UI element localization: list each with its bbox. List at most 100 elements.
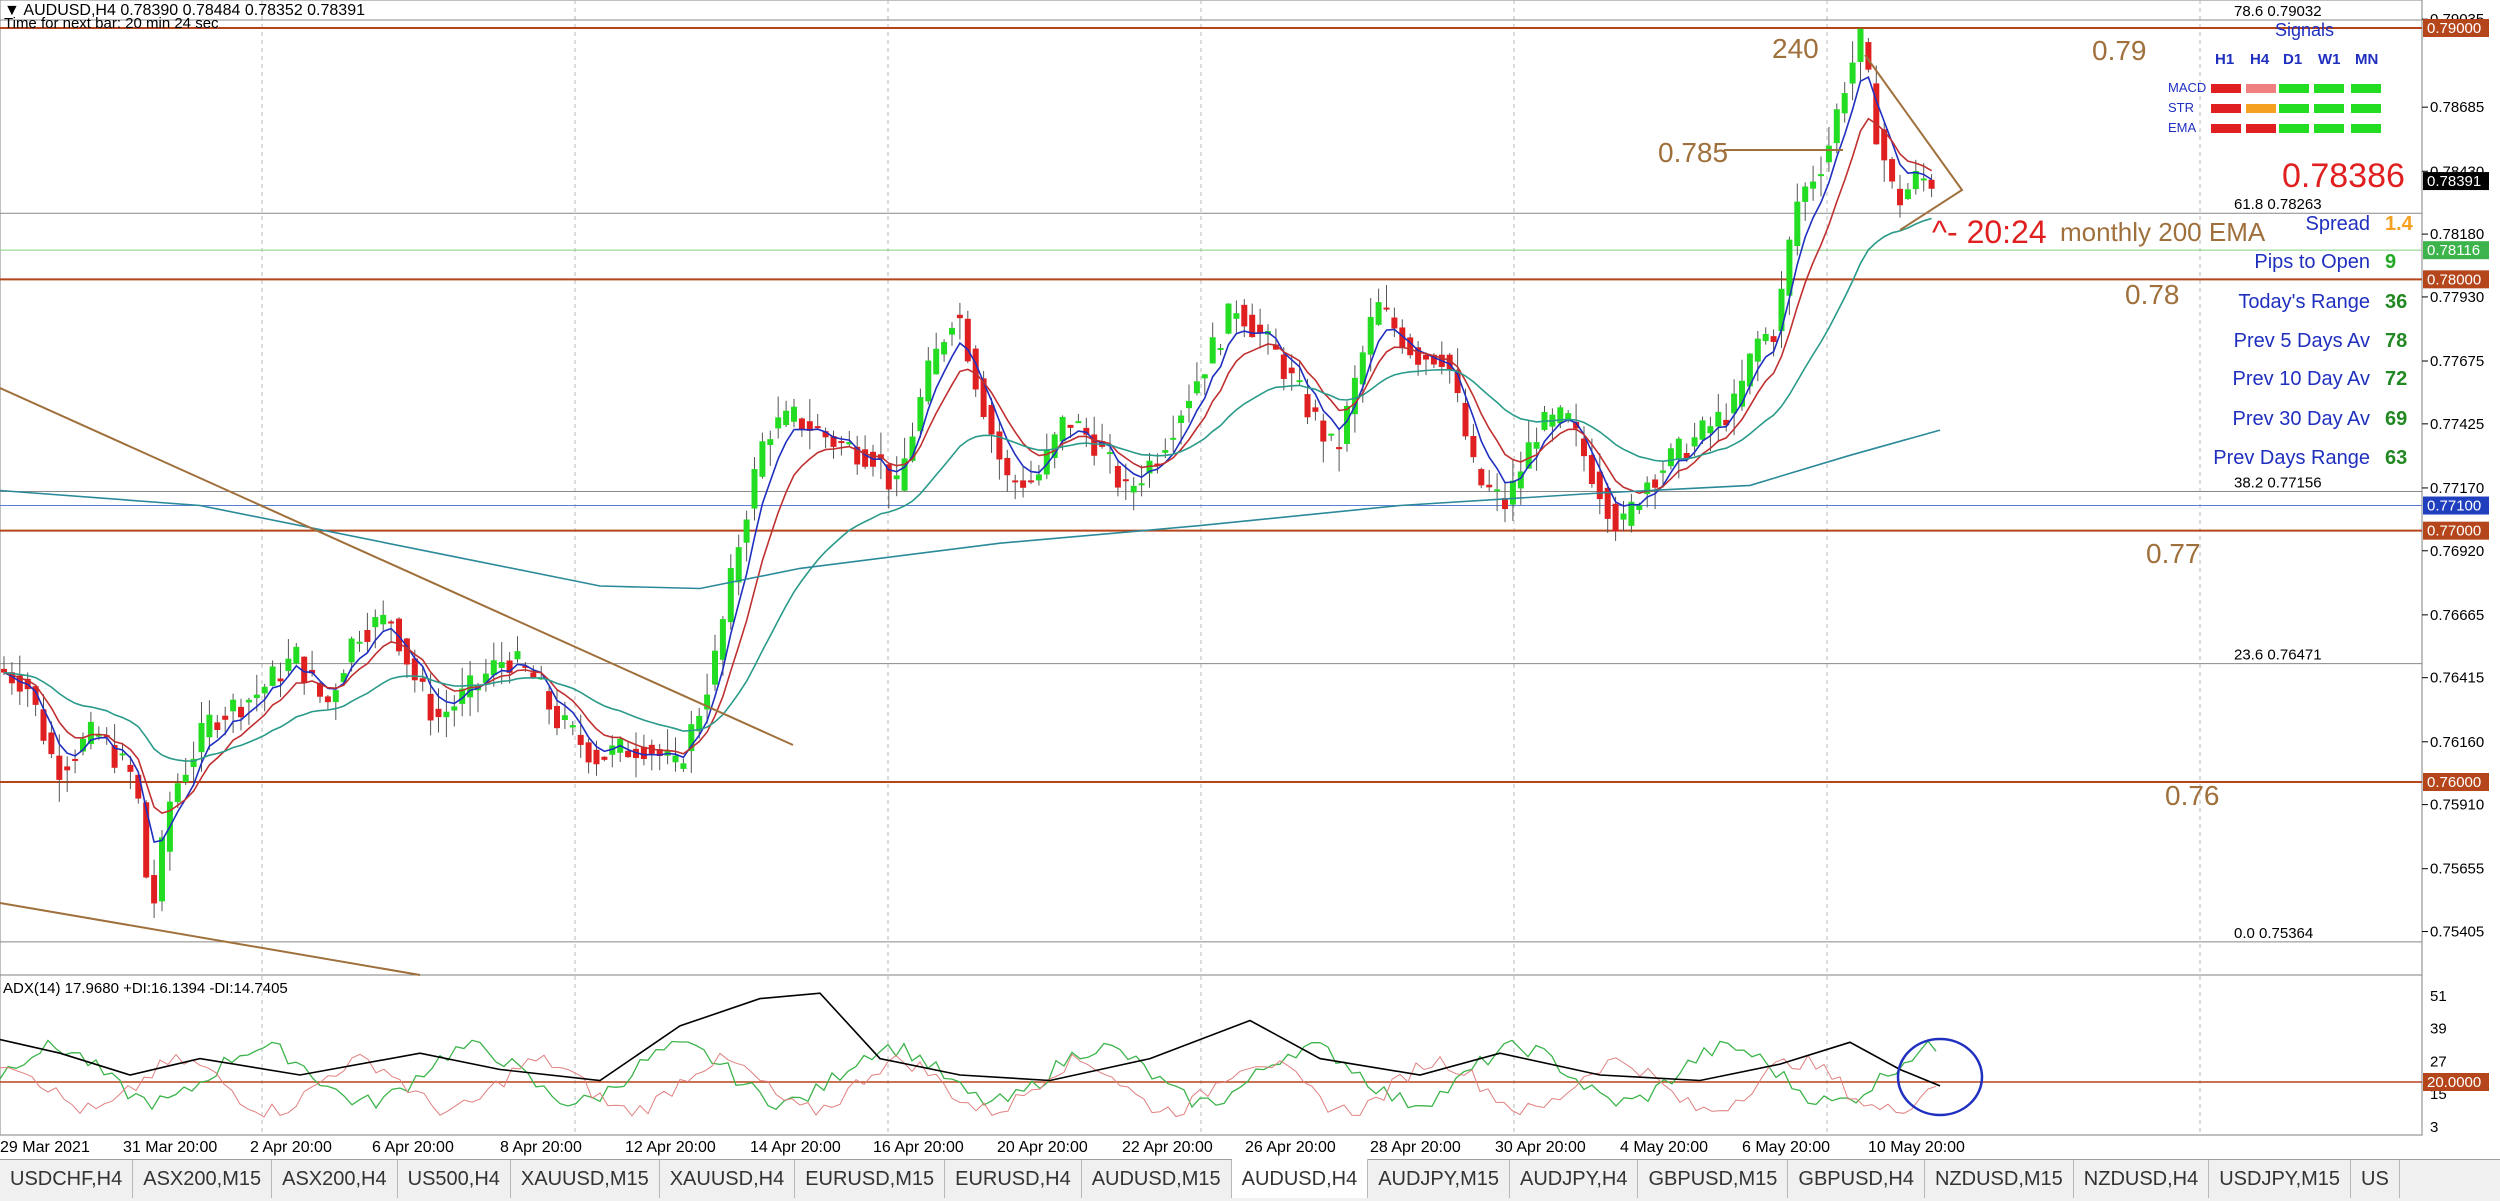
collapse-triangle-icon[interactable]: ▼ bbox=[4, 2, 20, 19]
candle bbox=[214, 715, 221, 739]
candle bbox=[8, 662, 15, 695]
candle bbox=[1786, 236, 1793, 316]
candle bbox=[1146, 452, 1153, 488]
tab-nzdusd-m15[interactable]: NZDUSD,M15 bbox=[1925, 1160, 2074, 1198]
candle bbox=[980, 370, 987, 420]
candle bbox=[822, 427, 829, 449]
candle bbox=[1012, 474, 1019, 500]
tab-asx200-h4[interactable]: ASX200,H4 bbox=[272, 1160, 398, 1198]
svg-text:Pips to Open: Pips to Open bbox=[2254, 251, 2370, 273]
candle bbox=[1833, 103, 1840, 154]
candle bbox=[862, 435, 869, 470]
tab-audusd-h4[interactable]: AUDUSD,H4 bbox=[1231, 1158, 1369, 1198]
tab-us[interactable]: US bbox=[2351, 1160, 2400, 1198]
tab-usdjpy-m15[interactable]: USDJPY,M15 bbox=[2209, 1160, 2352, 1198]
candle bbox=[135, 771, 142, 804]
time-tick-label: 22 Apr 20:00 bbox=[1122, 1139, 1213, 1156]
price-tick-label: 0.75405 bbox=[2430, 924, 2484, 941]
candle bbox=[1107, 434, 1113, 474]
candle bbox=[206, 700, 213, 750]
price-tick-label: 0.76160 bbox=[2430, 734, 2484, 751]
tab-us500-h4[interactable]: US500,H4 bbox=[398, 1160, 511, 1198]
time-tick-label: 14 Apr 20:00 bbox=[750, 1139, 841, 1156]
candle bbox=[1502, 483, 1508, 523]
downtrend-line bbox=[0, 387, 794, 746]
candle bbox=[1312, 399, 1319, 421]
candle bbox=[514, 636, 521, 663]
candle bbox=[1122, 463, 1129, 501]
price-tick-label: 0.76665 bbox=[2430, 607, 2484, 624]
time-tick-label: 29 Mar 2021 bbox=[0, 1139, 90, 1156]
candle bbox=[482, 658, 489, 692]
svg-text:0.76000: 0.76000 bbox=[2427, 774, 2481, 791]
candle bbox=[1873, 65, 1880, 145]
candle bbox=[1130, 477, 1137, 511]
tab-xauusd-h4[interactable]: XAUUSD,H4 bbox=[660, 1160, 796, 1198]
candle bbox=[506, 652, 513, 684]
candle bbox=[1004, 449, 1011, 492]
ema-200-line bbox=[0, 429, 1941, 590]
svg-text:W1: W1 bbox=[2318, 51, 2341, 68]
time-tick-label: 4 May 20:00 bbox=[1620, 1139, 1708, 1156]
candle bbox=[988, 397, 995, 453]
svg-text:9: 9 bbox=[2385, 251, 2396, 273]
tab-asx200-m15[interactable]: ASX200,M15 bbox=[133, 1160, 273, 1198]
candle bbox=[956, 302, 963, 340]
candle bbox=[854, 435, 861, 475]
adx-level-tag: 20.0000 bbox=[2423, 1073, 2489, 1091]
tab-gbpusd-h4[interactable]: GBPUSD,H4 bbox=[1788, 1160, 1925, 1198]
candle bbox=[1154, 453, 1161, 474]
stat-row: Prev 5 Days Av 78 bbox=[2234, 330, 2408, 352]
tab-audjpy-m15[interactable]: AUDJPY,M15 bbox=[1368, 1160, 1510, 1198]
candle bbox=[87, 711, 94, 750]
candle bbox=[814, 413, 821, 429]
candle bbox=[443, 689, 450, 738]
signal-cell bbox=[2314, 84, 2344, 93]
main-chart-frame bbox=[0, 0, 2423, 976]
candle bbox=[735, 534, 742, 596]
signal-cell bbox=[2246, 104, 2276, 113]
candle bbox=[356, 630, 363, 652]
svg-text:78.6 0.79032: 78.6 0.79032 bbox=[2234, 3, 2322, 20]
signal-cell bbox=[2211, 84, 2241, 93]
candle bbox=[1525, 420, 1532, 469]
candle bbox=[1249, 303, 1256, 338]
tab-audusd-m15[interactable]: AUDUSD,M15 bbox=[1082, 1160, 1232, 1198]
candle bbox=[964, 310, 971, 364]
time-tick-label: 20 Apr 20:00 bbox=[997, 1139, 1088, 1156]
signal-cell bbox=[2314, 104, 2344, 113]
label-079: 0.79 bbox=[2092, 35, 2147, 66]
price-tick-label: 0.75910 bbox=[2430, 797, 2484, 814]
candle bbox=[601, 756, 608, 762]
candle bbox=[174, 773, 181, 809]
svg-text:78: 78 bbox=[2385, 330, 2407, 352]
ema-200-label: monthly 200 EMA bbox=[2060, 217, 2266, 247]
price-tag: 0.78000 bbox=[2423, 270, 2489, 289]
time-tick-label: 6 Apr 20:00 bbox=[372, 1139, 454, 1156]
candle bbox=[1652, 474, 1659, 510]
candle bbox=[941, 339, 948, 362]
tab-audjpy-h4[interactable]: AUDJPY,H4 bbox=[1510, 1160, 1639, 1198]
candle bbox=[688, 710, 695, 773]
svg-text:H1: H1 bbox=[2215, 51, 2234, 68]
candle bbox=[1035, 464, 1042, 486]
candle bbox=[1533, 427, 1540, 471]
time-tick-label: 8 Apr 20:00 bbox=[500, 1139, 582, 1156]
svg-text:20.0000: 20.0000 bbox=[2427, 1074, 2481, 1091]
tab-usdchf-h4[interactable]: USDCHF,H4 bbox=[0, 1160, 134, 1198]
candle bbox=[680, 758, 687, 772]
tab-eurusd-h4[interactable]: EURUSD,H4 bbox=[945, 1160, 1082, 1198]
candle bbox=[1604, 483, 1611, 533]
adx-tick-label: 39 bbox=[2430, 1021, 2447, 1038]
price-tick-label: 0.77170 bbox=[2430, 480, 2484, 497]
tab-nzdusd-h4[interactable]: NZDUSD,H4 bbox=[2074, 1160, 2210, 1198]
tab-eurusd-m15[interactable]: EURUSD,M15 bbox=[795, 1160, 946, 1198]
candle bbox=[1186, 384, 1192, 423]
price-tick-label: 0.76415 bbox=[2430, 670, 2484, 687]
price-tick-label: 0.77425 bbox=[2430, 416, 2484, 433]
tab-xauusd-m15[interactable]: XAUUSD,M15 bbox=[511, 1160, 660, 1198]
tab-gbpusd-m15[interactable]: GBPUSD,M15 bbox=[1638, 1160, 1789, 1198]
candle bbox=[1296, 359, 1303, 387]
candle bbox=[1794, 183, 1801, 256]
